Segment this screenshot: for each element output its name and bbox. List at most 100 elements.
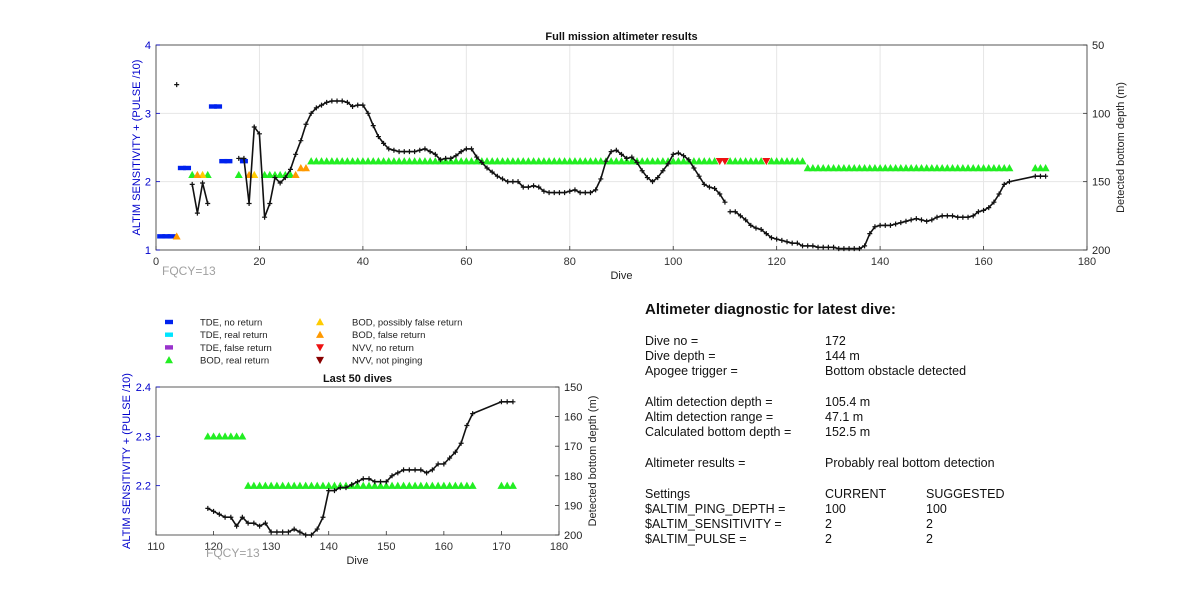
full-mission-y2tick-label: 100	[1092, 108, 1110, 120]
full-mission-xtick-label: 100	[664, 256, 682, 268]
last-50-xtick-label: 150	[377, 541, 395, 553]
full-mission-y2tick-label: 150	[1092, 177, 1110, 189]
full-mission-marker	[617, 157, 626, 165]
full-mission-marker	[731, 157, 740, 165]
last-50-y2tick-label: 200	[564, 530, 582, 542]
last-50-marker	[301, 481, 310, 489]
legend-label: BOD, false return	[352, 330, 425, 341]
full-mission-depth-point	[381, 140, 387, 146]
full-mission-depth-point	[758, 227, 764, 232]
full-mission-marker	[462, 157, 471, 165]
full-mission-marker	[984, 164, 993, 172]
full-mission-marker	[901, 164, 910, 172]
full-mission-marker	[767, 157, 776, 165]
full-mission-depth-point	[489, 169, 495, 175]
full-mission-depth-point	[706, 184, 712, 190]
full-mission-marker	[679, 157, 688, 165]
full-mission-depth-point	[1037, 173, 1043, 179]
full-mission-depth-point	[536, 184, 542, 190]
last-50-depth-point	[429, 467, 435, 473]
full-mission-depth-point	[789, 240, 795, 246]
full-mission-marker	[379, 157, 388, 165]
last-50-depth-point	[401, 467, 407, 473]
full-mission-marker	[870, 164, 879, 172]
full-mission-depth-point	[805, 243, 811, 249]
full-mission-xtick-label: 180	[1078, 256, 1096, 268]
full-mission-depth-point	[174, 82, 180, 88]
last-50-depth-point	[297, 529, 303, 535]
legend-label: TDE, false return	[200, 343, 272, 354]
full-mission-marker	[265, 170, 274, 179]
full-mission-marker	[508, 157, 517, 165]
full-mission-depth-point	[748, 222, 754, 228]
full-mission-marker	[891, 164, 900, 172]
full-mission-marker	[829, 164, 838, 172]
full-mission-depth-point	[324, 99, 330, 105]
last-50-title: Last 50 dives	[323, 373, 392, 385]
full-mission-depth-point	[256, 131, 262, 137]
full-mission-marker	[953, 164, 962, 172]
full-mission-marker	[167, 234, 176, 239]
full-mission-xtick-label: 40	[357, 256, 369, 268]
last-50-marker	[290, 481, 299, 489]
full-mission-marker	[612, 157, 621, 165]
full-mission-marker	[664, 157, 673, 165]
last-50-marker	[503, 481, 512, 489]
full-mission-depth-point	[262, 214, 268, 220]
last-50-marker	[434, 481, 443, 489]
full-mission-depth-point	[862, 243, 868, 249]
legend-label: BOD, possibly false return	[352, 318, 462, 329]
full-mission-marker	[834, 164, 843, 172]
full-mission-marker	[214, 104, 223, 109]
full-mission-depth-point	[463, 146, 469, 152]
full-mission-depth-point	[619, 151, 624, 157]
full-mission-marker	[586, 157, 595, 165]
full-mission-marker	[343, 157, 352, 165]
full-mission-marker	[203, 170, 212, 179]
full-mission-marker	[876, 164, 885, 172]
legend-label: TDE, no return	[200, 318, 262, 329]
full-mission-marker	[503, 157, 512, 165]
full-mission-depth-point	[505, 179, 511, 185]
full-mission-marker	[317, 157, 326, 165]
last-50-marker	[255, 481, 264, 489]
legend-marker	[165, 356, 173, 364]
full-mission-depth-point	[841, 246, 847, 252]
full-mission-depth-point	[344, 99, 350, 105]
full-mission-y2tick-label: 50	[1092, 40, 1104, 52]
full-mission-depth-point	[955, 214, 961, 220]
full-mission-marker	[234, 170, 243, 179]
last-50-xtick-label: 120	[204, 541, 222, 553]
full-mission-depth-point	[593, 187, 599, 193]
full-mission-depth-point	[1043, 173, 1049, 179]
full-mission-marker	[545, 157, 554, 165]
full-mission-depth-point	[924, 218, 930, 224]
last-50-marker	[411, 481, 420, 489]
full-mission-depth-point	[355, 102, 361, 108]
last-50-marker	[295, 481, 304, 489]
last-50-marker	[376, 481, 385, 489]
full-mission-marker	[907, 164, 916, 172]
last-50-depth-point	[441, 461, 447, 467]
full-mission-marker	[565, 157, 574, 165]
full-mission-depth-point	[298, 138, 304, 144]
full-mission-depth-point	[437, 157, 443, 163]
last-50-depth-point	[464, 422, 470, 428]
full-mission-depth-point	[556, 190, 562, 196]
full-mission-xtick-label: 60	[460, 256, 472, 268]
last-50-depth-point	[510, 399, 516, 405]
full-mission-depth-point	[350, 104, 356, 109]
full-mission-depth-point	[479, 160, 485, 166]
full-mission-marker	[824, 164, 833, 172]
full-mission-depth-point	[639, 168, 645, 174]
last-50-y2tick-label: 160	[564, 412, 582, 424]
full-mission-marker	[845, 164, 854, 172]
full-mission-depth-point	[960, 214, 966, 220]
last-50-marker	[221, 432, 230, 440]
last-50-depth-point	[389, 473, 395, 479]
full-mission-depth-point	[525, 184, 531, 190]
legend-marker	[316, 344, 324, 352]
full-mission-depth-point	[686, 157, 692, 163]
full-mission-depth-point	[194, 210, 200, 216]
full-mission-depth-point	[634, 160, 640, 166]
